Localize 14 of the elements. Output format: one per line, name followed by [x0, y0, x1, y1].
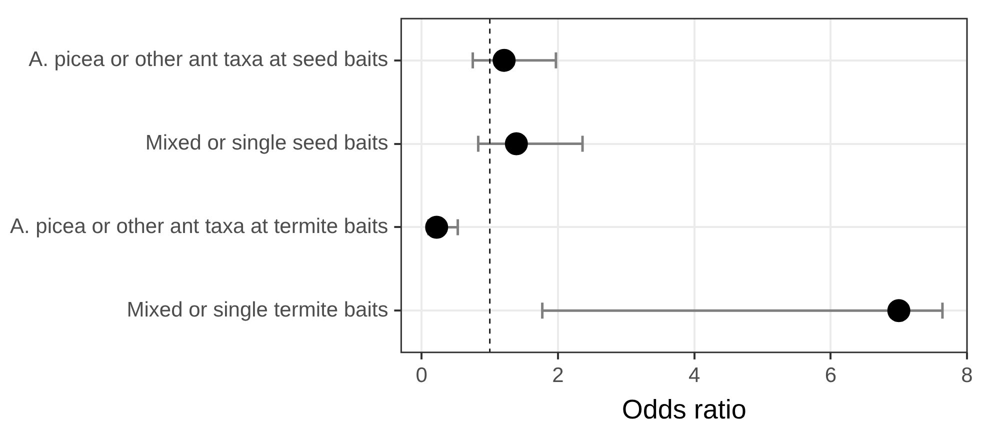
point	[504, 132, 528, 156]
x-tick-label: 2	[552, 364, 564, 387]
x-tick-label: 4	[688, 364, 700, 387]
y-tick-label: Mixed or single seed baits	[145, 132, 388, 155]
x-axis-title: Odds ratio	[622, 394, 746, 424]
y-tick-label: A. picea or other ant taxa at termite baits	[10, 215, 388, 238]
point	[492, 48, 516, 72]
y-tick-label: Mixed or single termite baits	[126, 298, 388, 322]
x-tick-label: 6	[824, 364, 837, 387]
point	[425, 216, 448, 239]
point	[887, 299, 910, 322]
x-tick-label: 0	[416, 364, 428, 387]
x-tick-label: 8	[961, 364, 973, 387]
y-tick-label: A. picea or other ant taxa at seed baits	[28, 48, 388, 72]
